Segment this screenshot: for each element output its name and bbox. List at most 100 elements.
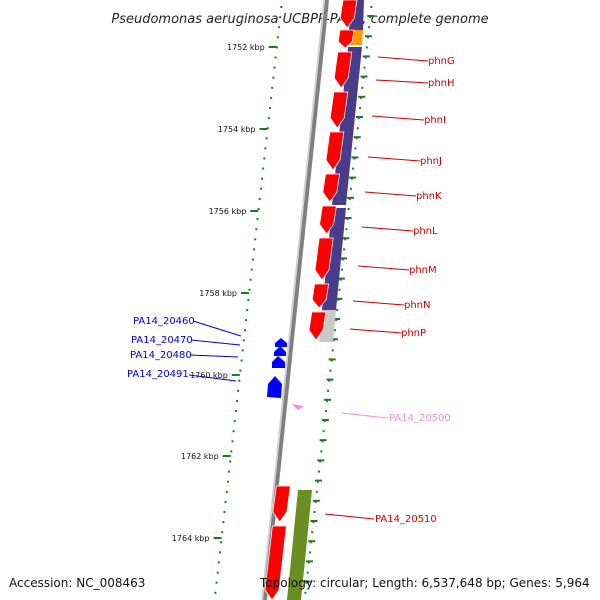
leader-line-phnp: [349, 328, 402, 334]
minor-tick: [224, 500, 227, 503]
minor-tick: [216, 571, 219, 574]
minor-tick: [314, 500, 317, 503]
minor-tick: [322, 430, 325, 433]
major-tick: [324, 398, 332, 401]
minor-tick: [251, 258, 254, 261]
gene-label-pa14-20510: PA14_20510: [375, 514, 437, 525]
minor-tick: [234, 410, 237, 412]
minor-tick: [327, 389, 330, 392]
gene-label-phnj: phnJ: [420, 156, 442, 167]
gene-label-pa14-20460: PA14_20460: [133, 316, 195, 327]
kbp-label: 1758 kbp: [199, 289, 237, 298]
major-tick: [308, 540, 316, 543]
major-tick: [349, 176, 357, 179]
minor-tick: [248, 288, 251, 291]
forward-gene-arrows: [264, 0, 358, 600]
minor-tick: [278, 26, 281, 29]
minor-tick: [241, 349, 244, 352]
gene-phnj-arrow: [325, 131, 345, 171]
minor-tick: [340, 268, 343, 271]
minor-tick: [309, 551, 311, 554]
minor-tick: [363, 66, 366, 69]
minor-tick: [368, 26, 371, 29]
gene-phnk-arrow: [322, 173, 341, 203]
kbp-tick: [231, 374, 240, 376]
major-tick: [326, 378, 334, 381]
minor-tick: [305, 581, 308, 584]
gene-label-phnl: phnL: [413, 226, 438, 237]
leader-line-phnh: [375, 79, 429, 84]
minor-tick: [311, 531, 314, 534]
major-tick: [321, 419, 329, 421]
kbp-tick: [268, 46, 277, 48]
leader-line-phnk: [364, 191, 417, 197]
major-tick: [344, 217, 352, 219]
gene-label-phnn: phnN: [404, 300, 431, 311]
minor-tick: [366, 36, 369, 39]
minor-tick: [229, 460, 232, 463]
major-tick: [340, 257, 347, 260]
minor-tick: [351, 177, 353, 180]
major-tick: [310, 520, 318, 522]
map-title: Pseudomonas aeruginosa UCBPP-PA14, compl…: [111, 12, 488, 27]
major-tick: [360, 75, 368, 78]
major-tick: [342, 237, 350, 240]
major-tick: [346, 196, 354, 199]
minor-tick: [335, 319, 338, 322]
accession-text: Accession: NC_008463: [9, 576, 145, 590]
leader-line-phnj: [367, 156, 421, 162]
minor-tick: [225, 490, 228, 493]
minor-tick: [272, 76, 275, 79]
minor-tick: [313, 511, 316, 513]
minor-tick: [318, 470, 321, 473]
minor-tick: [306, 571, 309, 574]
major-tick: [335, 297, 343, 300]
gene-label-phni: phnI: [424, 115, 446, 126]
minor-tick: [245, 319, 248, 322]
gene-label-phnk: phnK: [416, 191, 442, 202]
minor-tick: [267, 117, 270, 120]
leader-line-pa14-20491: [188, 374, 237, 382]
minor-tick: [276, 36, 279, 39]
minor-tick: [364, 56, 367, 59]
leader-line-phng: [377, 56, 429, 62]
gene-label-pa14-20480: PA14_20480: [130, 350, 192, 361]
major-tick: [319, 439, 327, 442]
minor-tick: [220, 541, 223, 544]
reverse-gene-arrows: [267, 338, 304, 410]
major-tick: [351, 156, 359, 159]
minor-tick: [261, 177, 263, 180]
minor-tick: [304, 591, 307, 594]
leader-line-phnn: [352, 300, 405, 306]
gene-label-pa14-20470: PA14_20470: [131, 335, 193, 346]
minor-tick: [328, 379, 331, 382]
gene-phni-arrow: [329, 91, 349, 129]
gene-pa14-20510-arrow: [264, 525, 287, 600]
gene-phnn-arrow: [311, 283, 330, 309]
minor-tick: [264, 147, 267, 150]
minor-tick: [223, 511, 226, 513]
major-tick: [353, 136, 361, 139]
minor-tick: [354, 147, 357, 150]
minor-tick: [346, 218, 349, 221]
kbp-label: 1760 kbp: [190, 371, 228, 380]
minor-tick: [240, 359, 243, 362]
minor-tick: [215, 581, 218, 584]
minor-tick: [332, 339, 335, 342]
major-tick: [362, 55, 370, 58]
minor-tick: [270, 96, 273, 99]
minor-tick: [349, 187, 352, 190]
minor-tick: [323, 420, 326, 423]
minor-tick: [255, 228, 258, 231]
leader-line-phnm: [357, 265, 410, 271]
minor-tick: [334, 329, 336, 332]
gene-pa14-20480-arrow: [272, 356, 285, 368]
minor-tick: [214, 591, 217, 594]
minor-tick: [219, 551, 221, 554]
minor-tick: [359, 107, 361, 109]
gene-phng-arrow: [339, 0, 358, 29]
kbp-tick: [241, 292, 249, 294]
gene-pa14-20470-arrow: [274, 346, 286, 356]
kbp-tick: [259, 128, 268, 130]
minor-tick: [329, 369, 332, 372]
